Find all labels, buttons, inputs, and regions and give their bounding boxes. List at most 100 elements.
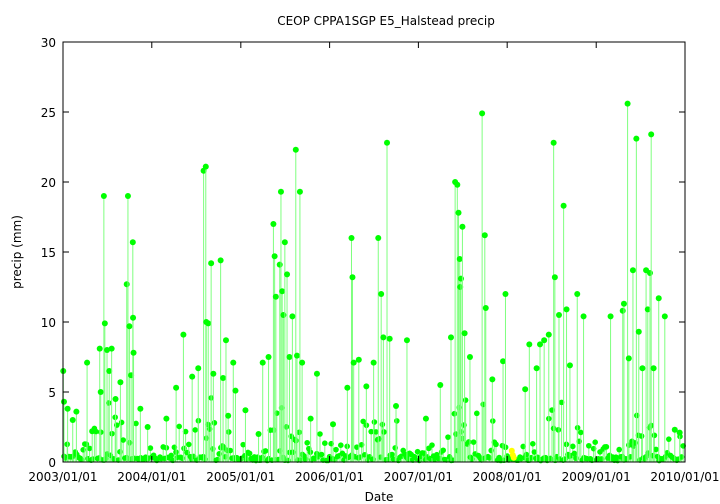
data-point [272, 293, 279, 300]
data-point [644, 306, 651, 313]
data-point [560, 202, 567, 209]
data-point [578, 429, 584, 436]
data-point [566, 362, 573, 369]
data-point [97, 389, 104, 395]
data-point [671, 426, 678, 433]
data-point [500, 358, 507, 365]
data-point [530, 441, 536, 447]
data-point [123, 281, 130, 288]
data-point [489, 376, 496, 383]
data-point [620, 300, 627, 307]
data-point [661, 313, 668, 320]
data-point [493, 441, 499, 448]
data-point [386, 335, 393, 342]
data-point [246, 450, 253, 457]
data-point [592, 439, 598, 445]
data-point [570, 443, 576, 450]
data-point [117, 379, 124, 386]
data-point [650, 365, 657, 372]
data-point [457, 284, 464, 290]
data-point [373, 429, 379, 435]
data-point [563, 306, 570, 313]
data-point [217, 257, 224, 264]
data-point [461, 330, 468, 337]
data-point [279, 288, 286, 295]
data-point [270, 221, 277, 227]
data-point [226, 429, 232, 435]
data-point [533, 365, 540, 372]
data-point [296, 429, 303, 436]
data-point [375, 235, 382, 241]
data-point [338, 442, 344, 448]
data-point [603, 444, 610, 450]
data-point [541, 337, 548, 344]
data-point [447, 334, 454, 341]
data-point [344, 384, 351, 391]
data-point [440, 447, 447, 454]
x-tick-label: 2004/01/01 [117, 470, 186, 484]
data-point [271, 253, 278, 260]
data-point [455, 209, 462, 216]
y-tick-label: 5 [48, 386, 56, 400]
data-point [616, 446, 622, 453]
data-point [173, 384, 180, 391]
data-point [330, 421, 337, 428]
data-point [296, 188, 303, 195]
x-axis-label: Date [365, 490, 394, 504]
data-point [104, 347, 111, 353]
data-point [381, 429, 387, 435]
data-point [550, 139, 557, 146]
data-point [360, 418, 367, 425]
y-tick-label: 20 [41, 176, 56, 190]
data-point [210, 370, 217, 377]
data-point [333, 446, 339, 453]
data-point [189, 373, 196, 380]
data-point [639, 365, 646, 372]
data-point [545, 331, 552, 338]
data-point [108, 345, 115, 352]
data-point [163, 415, 170, 422]
data-point [124, 193, 131, 199]
data-point [130, 349, 137, 356]
data-point [354, 444, 360, 450]
data-point [574, 291, 581, 297]
data-point [220, 375, 227, 381]
data-point [313, 370, 320, 377]
data-point [133, 420, 139, 427]
data-point [629, 267, 636, 274]
data-point [211, 420, 218, 426]
highlight-point [510, 454, 517, 461]
data-point [292, 146, 299, 153]
x-tick-label: 2005/01/01 [206, 470, 275, 484]
y-tick-label: 10 [41, 316, 56, 330]
data-point [633, 135, 640, 142]
x-tick-label: 2003/01/01 [28, 470, 97, 484]
data-point [64, 405, 71, 412]
x-tick-label: 2009/01/01 [562, 470, 631, 484]
data-point [350, 359, 357, 366]
data-point [531, 449, 538, 455]
data-point [289, 313, 296, 320]
data-point [101, 320, 108, 327]
data-point [304, 439, 311, 446]
data-point [394, 418, 400, 424]
data-point [232, 387, 239, 394]
data-point [482, 305, 489, 311]
data-point [222, 337, 229, 344]
data-point [481, 232, 488, 239]
data-point [147, 445, 154, 451]
data-point [555, 312, 562, 318]
data-point [299, 359, 306, 366]
data-point [89, 428, 96, 435]
data-point [520, 443, 526, 450]
data-point [96, 345, 103, 352]
data-point [284, 271, 291, 278]
data-point [370, 359, 377, 366]
data-point [421, 450, 427, 456]
data-point [317, 431, 323, 437]
data-point [429, 442, 435, 448]
data-point [466, 439, 472, 445]
data-point [635, 328, 642, 335]
data-point [414, 448, 421, 455]
